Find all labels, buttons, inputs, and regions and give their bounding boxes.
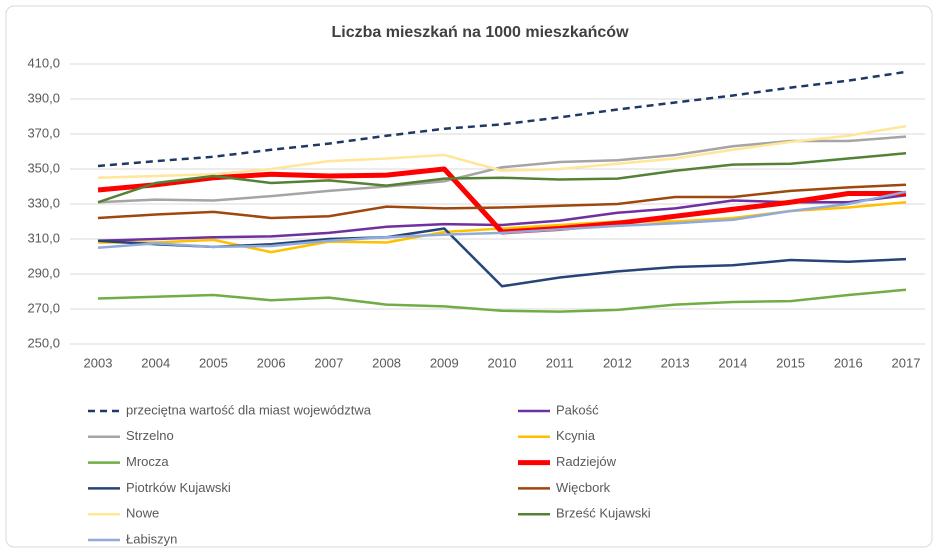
series-line bbox=[97, 194, 907, 242]
legend-label: Kcynia bbox=[556, 428, 596, 443]
y-tick-label: 290,0 bbox=[27, 265, 60, 280]
x-tick-label: 2008 bbox=[372, 355, 401, 370]
legend-label: Piotrków Kujawski bbox=[126, 480, 231, 495]
x-tick-label: 2010 bbox=[488, 355, 517, 370]
legend-label: Więcbork bbox=[556, 480, 611, 495]
series-line bbox=[97, 152, 907, 204]
y-tick-label: 330,0 bbox=[27, 195, 60, 210]
x-tick-label: 2015 bbox=[776, 355, 805, 370]
y-tick-label: 370,0 bbox=[27, 125, 60, 140]
series-line bbox=[97, 124, 907, 179]
x-tick-label: 2007 bbox=[314, 355, 343, 370]
legend-label: Strzelno bbox=[126, 428, 174, 443]
x-tick-label: 2016 bbox=[834, 355, 863, 370]
x-tick-label: 2003 bbox=[84, 355, 113, 370]
series-line bbox=[97, 190, 907, 249]
legend-label: Radziejów bbox=[556, 454, 617, 469]
y-tick-label: 310,0 bbox=[27, 230, 60, 245]
x-tick-label: 2005 bbox=[199, 355, 228, 370]
x-tick-label: 2014 bbox=[718, 355, 747, 370]
x-tick-label: 2012 bbox=[603, 355, 632, 370]
x-tick-label: 2004 bbox=[141, 355, 170, 370]
y-tick-label: 410,0 bbox=[27, 55, 60, 70]
series-line bbox=[97, 183, 907, 220]
legend-label: Pakość bbox=[556, 402, 599, 417]
legend-label: Brześć Kujawski bbox=[556, 506, 651, 521]
chart-frame bbox=[5, 5, 933, 548]
y-tick-label: 350,0 bbox=[27, 160, 60, 175]
y-tick-label: 270,0 bbox=[27, 300, 60, 315]
legend-label: Łabiszyn bbox=[126, 531, 177, 546]
series-line bbox=[97, 70, 907, 168]
x-tick-label: 2013 bbox=[661, 355, 690, 370]
x-tick-label: 2009 bbox=[430, 355, 459, 370]
series-line bbox=[97, 288, 907, 313]
chart-title: Liczba mieszkań na 1000 mieszkańców bbox=[331, 24, 629, 41]
x-tick-label: 2017 bbox=[892, 355, 921, 370]
legend-label: przeciętna wartość dla miast województwa bbox=[126, 402, 372, 417]
x-tick-label: 2011 bbox=[546, 355, 574, 370]
y-tick-label: 250,0 bbox=[27, 335, 60, 350]
legend-label: Nowe bbox=[126, 506, 159, 521]
y-tick-label: 390,0 bbox=[27, 90, 60, 105]
legend-label: Mrocza bbox=[126, 454, 169, 469]
series-line bbox=[97, 135, 907, 204]
x-tick-label: 2006 bbox=[257, 355, 286, 370]
